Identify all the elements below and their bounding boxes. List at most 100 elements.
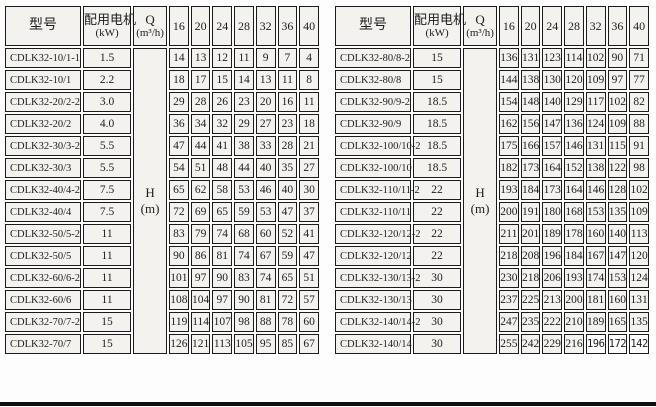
- head-value-cell: 44: [190, 136, 211, 156]
- head-value-cell: 48: [212, 158, 233, 178]
- model-cell: CDLK32-30/3-2: [5, 136, 82, 156]
- head-value-cell: 230: [499, 268, 519, 288]
- head-value-cell: 121: [190, 334, 211, 354]
- head-value-cell: 189: [585, 312, 606, 332]
- head-value-cell: 54: [169, 158, 189, 178]
- motor-power-cell: 1.5: [83, 48, 132, 68]
- head-value-cell: 28: [190, 92, 211, 112]
- table-row: CDLK32-80/8-2 15 H (m) 136 131 123 114 102 90 71: [335, 48, 649, 354]
- motor-power-cell: 18.5: [413, 158, 462, 178]
- head-value-cell: 83: [169, 224, 189, 244]
- head-value-cell: 146: [585, 180, 606, 200]
- head-value-cell: 131: [520, 48, 541, 68]
- model-cell: CDLK32-20/2: [5, 114, 82, 134]
- head-value-cell: 53: [234, 180, 254, 200]
- head-value-cell: 117: [585, 92, 606, 112]
- model-cell: CDLK32-50/5-2: [5, 224, 82, 244]
- table-row: CDLK32-120/12-2 22 211 201 189 178 160 140 113: [335, 224, 649, 244]
- motor-header-cell: 配用电机 (kW): [413, 6, 466, 46]
- head-value-cell: 131: [629, 290, 649, 310]
- table-row: CDLK32-20/2 4.0 36 34 32 29 27 23 18: [5, 114, 319, 134]
- head-value-cell: 206: [542, 268, 563, 288]
- table-row: CDLK32-30/3-2 5.5 47 44 41 38 33 28 21: [5, 136, 319, 156]
- head-value-cell: 120: [629, 246, 649, 266]
- table-row: CDLK32-40/4 7.5 72 69 65 59 53 47 37: [5, 202, 319, 222]
- motor-power-cell: 30: [413, 290, 462, 310]
- head-value-cell: 200: [564, 290, 584, 310]
- head-value-cell: 51: [190, 158, 211, 178]
- head-value-cell: 156: [520, 114, 541, 134]
- model-cell: CDLK32-20/2-2: [5, 92, 82, 112]
- motor-power-cell: 30: [413, 312, 462, 332]
- head-value-cell: 173: [542, 180, 563, 200]
- head-value-cell: 138: [520, 70, 541, 90]
- head-value-cell: 164: [564, 180, 584, 200]
- head-value-cell: 216: [564, 334, 584, 354]
- head-value-cell: 213: [542, 290, 563, 310]
- head-value-cell: 153: [607, 268, 628, 288]
- head-value-cell: 67: [299, 334, 319, 354]
- head-value-cell: 136: [564, 114, 584, 134]
- head-value-cell: 30: [299, 180, 319, 200]
- head-value-cell: 124: [629, 268, 649, 288]
- head-value-cell: 33: [255, 136, 276, 156]
- model-cell: CDLK32-60/6: [5, 290, 82, 310]
- head-value-cell: 16: [277, 92, 298, 112]
- head-value-cell: 90: [234, 290, 254, 310]
- table-row: CDLK32-20/2-2 3.0 29 28 26 23 20 16 11: [5, 92, 319, 112]
- model-cell: CDLK32-10/1: [5, 70, 82, 90]
- motor-power-cell: 22: [413, 180, 462, 200]
- flow-value-header-cell: 24: [212, 6, 233, 46]
- model-cell: CDLK32-120/12: [335, 246, 412, 266]
- table-row: CDLK32-110/11-2 22 193 184 173 164 146 128 102: [335, 180, 649, 200]
- head-value-cell: 90: [212, 268, 233, 288]
- motor-power-cell: 7.5: [83, 180, 132, 200]
- motor-power-cell: 22: [413, 202, 462, 222]
- motor-power-cell: 7.5: [83, 202, 132, 222]
- motor-power-cell: 15: [83, 334, 132, 354]
- head-value-cell: 41: [212, 136, 233, 156]
- flow-value-header-cell: 16: [169, 6, 189, 46]
- model-cell: CDLK32-40/4-2: [5, 180, 82, 200]
- head-value-cell: 162: [499, 114, 519, 134]
- head-unit-text: (m): [140, 201, 160, 216]
- table-row: CDLK32-50/5 11 90 86 81 74 67 59 47: [5, 246, 319, 266]
- motor-power-cell: 5.5: [83, 158, 132, 178]
- motor-power-cell: 11: [83, 224, 132, 244]
- model-cell: CDLK32-80/8-2: [335, 48, 412, 68]
- head-value-cell: 153: [585, 202, 606, 222]
- model-cell: CDLK32-100/10: [335, 158, 412, 178]
- head-value-cell: 52: [277, 224, 298, 244]
- head-value-cell: 138: [585, 158, 606, 178]
- model-header-cell: 型号: [335, 6, 412, 46]
- head-value-cell: 131: [585, 136, 606, 156]
- head-value-cell: 167: [585, 246, 606, 266]
- head-value-cell: 81: [212, 246, 233, 266]
- head-value-cell: 82: [629, 92, 649, 112]
- model-cell: CDLK32-70/7-2: [5, 312, 82, 332]
- head-value-cell: 160: [585, 224, 606, 244]
- model-cell: CDLK32-110/11-2: [335, 180, 420, 200]
- model-cell: CDLK32-130/13-2: [335, 268, 421, 288]
- model-cell: CDLK32-50/5: [5, 246, 82, 266]
- model-cell: CDLK32-100/10-2: [335, 136, 421, 156]
- head-value-cell: 40: [277, 180, 298, 200]
- motor-power-cell: 18.5: [413, 114, 462, 134]
- motor-power-cell: 30: [413, 268, 462, 288]
- head-value-cell: 196: [542, 246, 563, 266]
- spec-tables-container: 型号 配用电机 (kW) Q (m³/h) 16 20 24 28 32 36 …: [3, 4, 651, 356]
- motor-header-line1: 配用电机: [84, 11, 137, 27]
- head-unit-symbol: H: [475, 184, 485, 200]
- head-value-cell: 18: [299, 114, 319, 134]
- model-cell: CDLK32-80/8: [335, 70, 412, 90]
- head-value-cell: 102: [585, 48, 606, 68]
- flow-value-header-cell: 20: [520, 6, 541, 46]
- head-value-cell: 104: [190, 290, 211, 310]
- head-value-cell: 157: [542, 136, 563, 156]
- head-value-cell: 135: [607, 202, 628, 222]
- head-value-cell: 109: [629, 202, 649, 222]
- head-value-cell: 95: [255, 334, 276, 354]
- pump-table-right: 型号 配用电机 (kW) Q (m³/h) 16 20 24 28 32 36 …: [333, 4, 651, 356]
- head-value-cell: 189: [542, 224, 563, 244]
- head-value-cell: 119: [169, 312, 189, 332]
